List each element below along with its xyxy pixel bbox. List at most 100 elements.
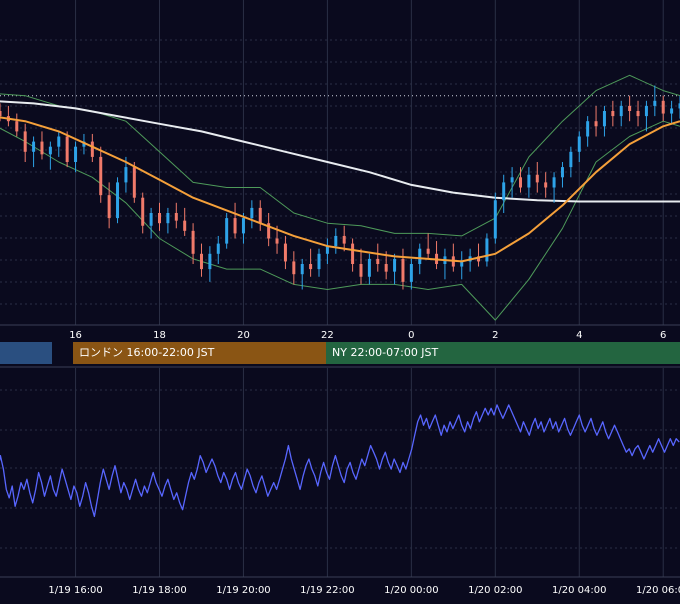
candle-body xyxy=(628,106,631,111)
candle-body xyxy=(527,175,530,188)
candle-body xyxy=(519,177,522,187)
main-x-tick-label: 22 xyxy=(321,330,334,341)
osc-x-tick-label: 1/19 18:00 xyxy=(132,585,186,596)
candle-body xyxy=(150,213,153,226)
candle-body xyxy=(124,167,127,182)
candle-body xyxy=(595,121,598,126)
candle-body xyxy=(133,167,136,198)
candle-body xyxy=(49,147,52,155)
candle-body xyxy=(586,121,589,136)
osc-x-tick-label: 1/20 06:00 xyxy=(636,585,680,596)
candle-body xyxy=(192,231,195,254)
candle-body xyxy=(343,236,346,244)
osc-x-tick-label: 1/20 04:00 xyxy=(552,585,606,596)
candle-body xyxy=(351,244,354,264)
price-plot xyxy=(0,75,680,320)
candle-body xyxy=(99,157,102,195)
candle-body xyxy=(385,264,388,272)
candle-body xyxy=(57,137,60,147)
main-x-tick-label: 2 xyxy=(492,330,498,341)
candle-body xyxy=(250,208,253,218)
osc-x-tick-label: 1/19 20:00 xyxy=(216,585,270,596)
candle-body xyxy=(544,182,547,187)
candle-body xyxy=(637,111,640,116)
candle-body xyxy=(91,142,94,157)
candle-body xyxy=(108,195,111,218)
candle-body xyxy=(494,200,497,238)
candle-body xyxy=(158,213,161,223)
candle-body xyxy=(645,106,648,116)
candle-body xyxy=(66,137,69,163)
candle-body xyxy=(141,198,144,226)
main-x-tick-label: 16 xyxy=(69,330,82,341)
candle-body xyxy=(502,182,505,200)
candle-body xyxy=(368,259,371,277)
main-x-tick-label: 20 xyxy=(237,330,250,341)
candle-body xyxy=(401,259,404,282)
candle-body xyxy=(620,106,623,116)
candle-body xyxy=(376,259,379,264)
oscillator-time-axis: 1/19 16:00 1/19 18:00 1/19 20:00 1/19 22:00… xyxy=(48,585,680,596)
candle-body xyxy=(116,182,119,218)
main-x-tick-label: 18 xyxy=(153,330,166,341)
candle-body xyxy=(309,264,312,269)
osc-x-tick-label: 1/20 00:00 xyxy=(384,585,438,596)
candle-body xyxy=(393,259,396,272)
candle-body xyxy=(175,213,178,221)
main-x-tick-label: 4 xyxy=(576,330,582,341)
session-bar-tokyo xyxy=(0,342,52,364)
candle-body xyxy=(166,213,169,223)
candle-body xyxy=(74,147,77,162)
candle-body xyxy=(485,239,488,262)
candle-body xyxy=(234,218,237,233)
candle-body xyxy=(611,111,614,116)
session-label-ny: NY 22:00-07:00 JST xyxy=(332,346,438,359)
bollinger-upper-line xyxy=(0,75,680,236)
osc-x-tick-label: 1/19 22:00 xyxy=(300,585,354,596)
candle-body xyxy=(183,221,186,231)
candle-body xyxy=(326,246,329,254)
oscillator-line xyxy=(0,405,679,517)
session-bar-ny: NY 22:00-07:00 JST xyxy=(326,342,680,364)
candle-body xyxy=(200,254,203,269)
candle-body xyxy=(410,264,413,282)
candle-body xyxy=(40,142,43,155)
candle-body xyxy=(536,175,539,183)
candle-body xyxy=(217,244,220,254)
candle-body xyxy=(259,208,262,223)
candle-body xyxy=(242,218,245,233)
candle-body xyxy=(427,249,430,254)
candle-body xyxy=(225,218,228,244)
candle-body xyxy=(208,254,211,269)
candle-body xyxy=(0,111,2,116)
candle-body xyxy=(578,137,581,152)
oscillator-plot xyxy=(0,405,679,517)
candle-body xyxy=(334,236,337,246)
candle-body xyxy=(569,152,572,167)
candle-body xyxy=(284,244,287,262)
main-x-tick-label: 0 xyxy=(408,330,414,341)
candle-body xyxy=(15,121,18,131)
candle-body xyxy=(292,261,295,274)
candle-body xyxy=(24,131,27,151)
session-bar-london: ロンドン 16:00-22:00 JST xyxy=(73,342,326,364)
candle-body xyxy=(561,167,564,177)
main-x-tick-label: 6 xyxy=(660,330,666,341)
candle-body xyxy=(653,101,656,106)
candle-body xyxy=(670,108,673,113)
candle-body xyxy=(32,142,35,152)
candle-body xyxy=(418,249,421,264)
candle-body xyxy=(511,177,514,182)
price-time-axis: 16 18 20 22 0 2 4 6 xyxy=(69,330,666,341)
osc-x-tick-label: 1/19 16:00 xyxy=(48,585,102,596)
candle-body xyxy=(318,254,321,269)
candle-body xyxy=(301,264,304,274)
session-label-london: ロンドン 16:00-22:00 JST xyxy=(79,346,214,359)
osc-x-tick-label: 1/20 02:00 xyxy=(468,585,522,596)
candle-body xyxy=(603,111,606,126)
candle-body xyxy=(276,239,279,244)
candle-body xyxy=(359,264,362,277)
candle-body xyxy=(662,101,665,114)
